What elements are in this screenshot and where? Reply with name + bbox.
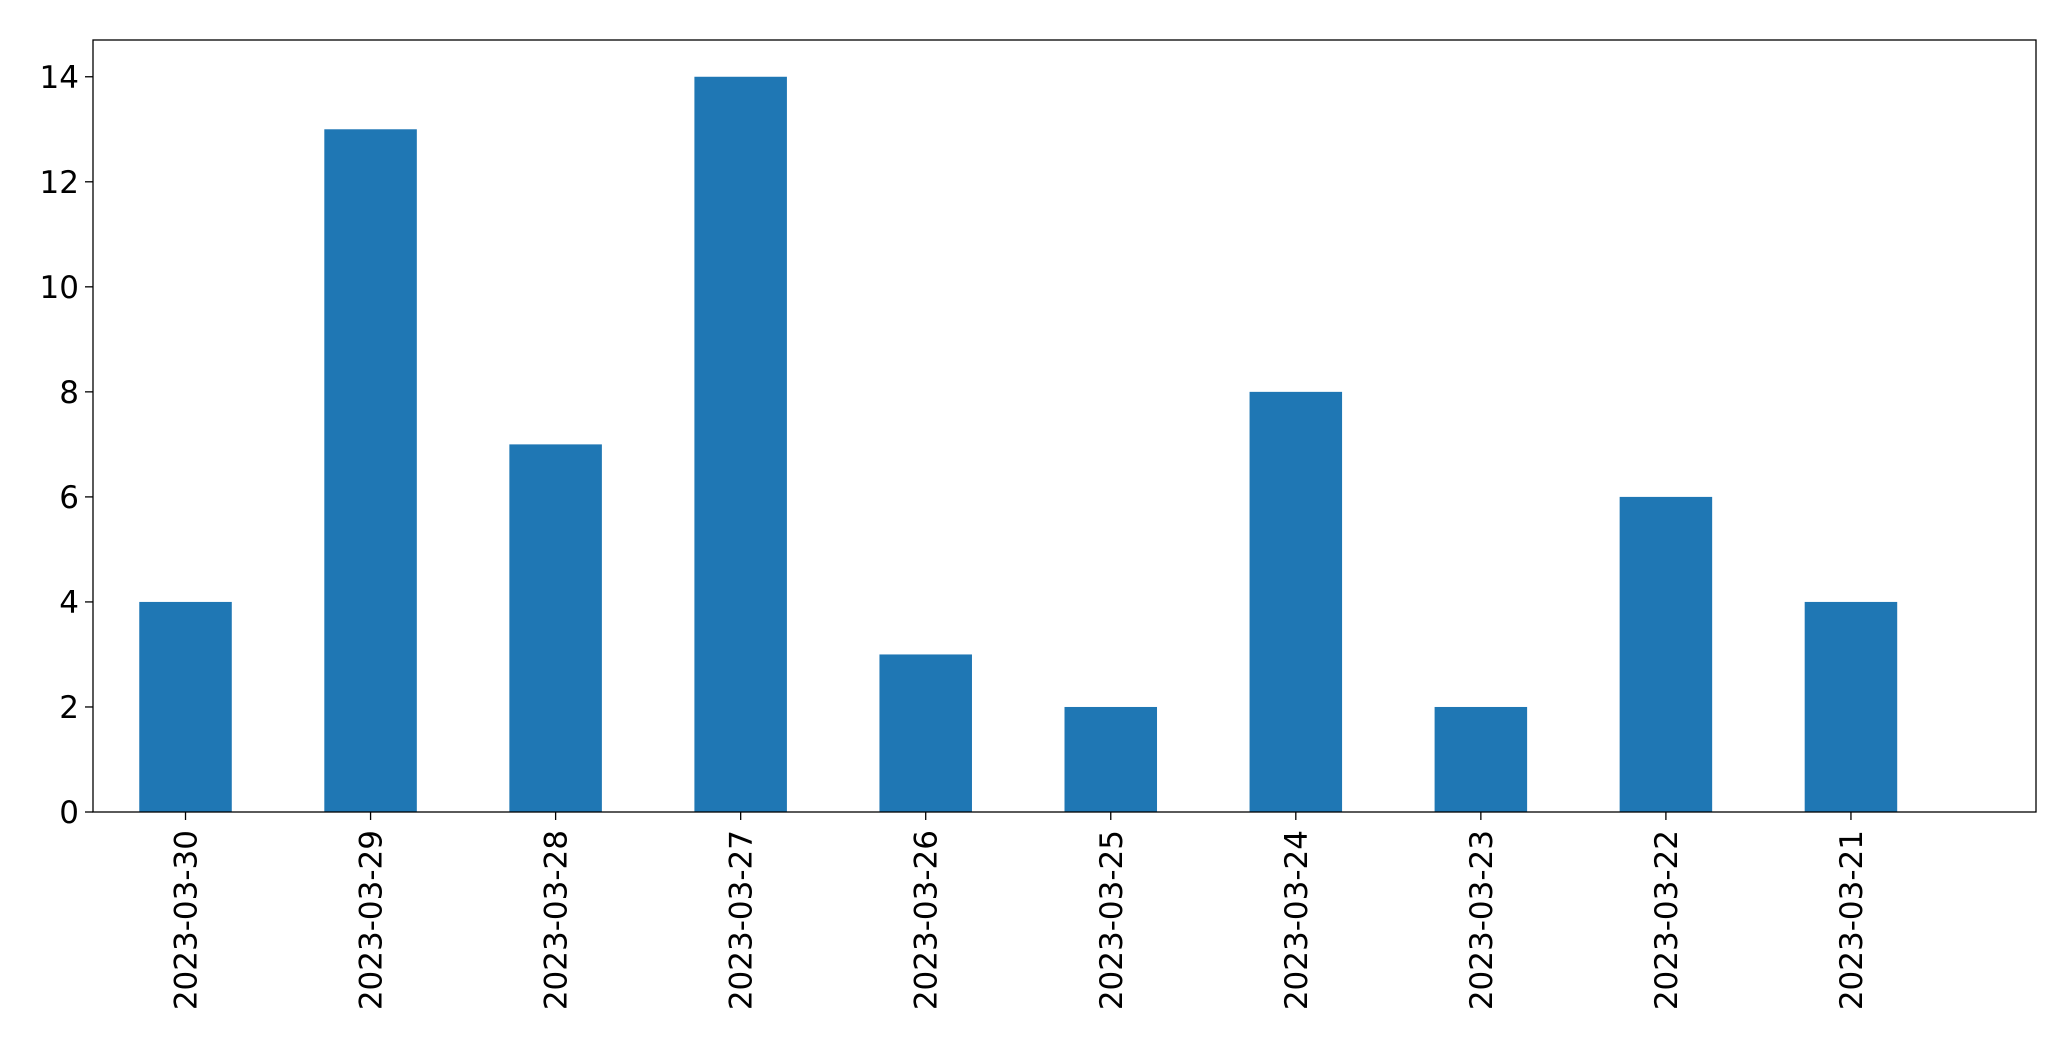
y-tick-label: 14 bbox=[40, 60, 79, 96]
bars-group bbox=[139, 76, 1898, 812]
x-tick-label: 2023-03-21 bbox=[1834, 830, 1870, 1010]
bar-2023-03-22 bbox=[1619, 496, 1713, 812]
x-tick-label: 2023-03-25 bbox=[1094, 830, 1130, 1010]
y-tick-label: 10 bbox=[40, 270, 79, 306]
bar-2023-03-24 bbox=[1249, 391, 1343, 812]
bar-2023-03-26 bbox=[879, 654, 972, 812]
x-tick-label: 2023-03-29 bbox=[354, 830, 390, 1010]
y-tick-label: 8 bbox=[59, 375, 79, 411]
y-tick-label: 0 bbox=[59, 795, 79, 831]
y-tick-label: 4 bbox=[59, 585, 79, 621]
bar-2023-03-30 bbox=[139, 601, 232, 812]
y-tick-label: 6 bbox=[59, 480, 79, 516]
y-tick-label: 12 bbox=[40, 165, 79, 201]
x-tick-label: 2023-03-22 bbox=[1649, 830, 1685, 1010]
bar-2023-03-21 bbox=[1804, 601, 1898, 812]
x-axis: 2023-03-30 2023-03-29 2023-03-28 2023-03-27… bbox=[169, 812, 1870, 1010]
x-tick-label: 2023-03-24 bbox=[1279, 830, 1315, 1010]
y-axis: 0 2 4 6 8 10 12 14 bbox=[40, 60, 93, 831]
bar-2023-03-27 bbox=[694, 76, 787, 812]
bar-2023-03-28 bbox=[509, 444, 602, 812]
bar-2023-03-29 bbox=[324, 129, 417, 812]
bar-2023-03-23 bbox=[1434, 706, 1528, 812]
plot-area-frame bbox=[92, 39, 2037, 813]
x-tick-label: 2023-03-26 bbox=[909, 830, 945, 1010]
x-tick-label: 2023-03-30 bbox=[169, 830, 205, 1010]
bar-2023-03-25 bbox=[1064, 706, 1158, 812]
y-tick-label: 2 bbox=[59, 690, 79, 726]
x-tick-label: 2023-03-28 bbox=[539, 830, 575, 1010]
x-tick-label: 2023-03-27 bbox=[724, 830, 760, 1010]
x-tick-label: 2023-03-23 bbox=[1464, 830, 1500, 1010]
